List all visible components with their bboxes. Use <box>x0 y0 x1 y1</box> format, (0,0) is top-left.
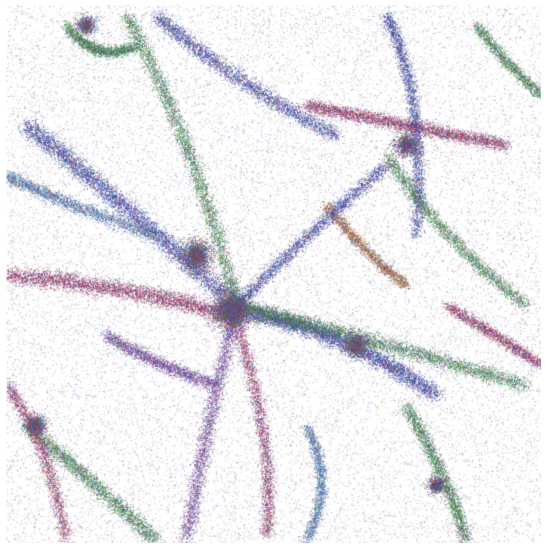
filament-point-cloud <box>6 5 541 543</box>
